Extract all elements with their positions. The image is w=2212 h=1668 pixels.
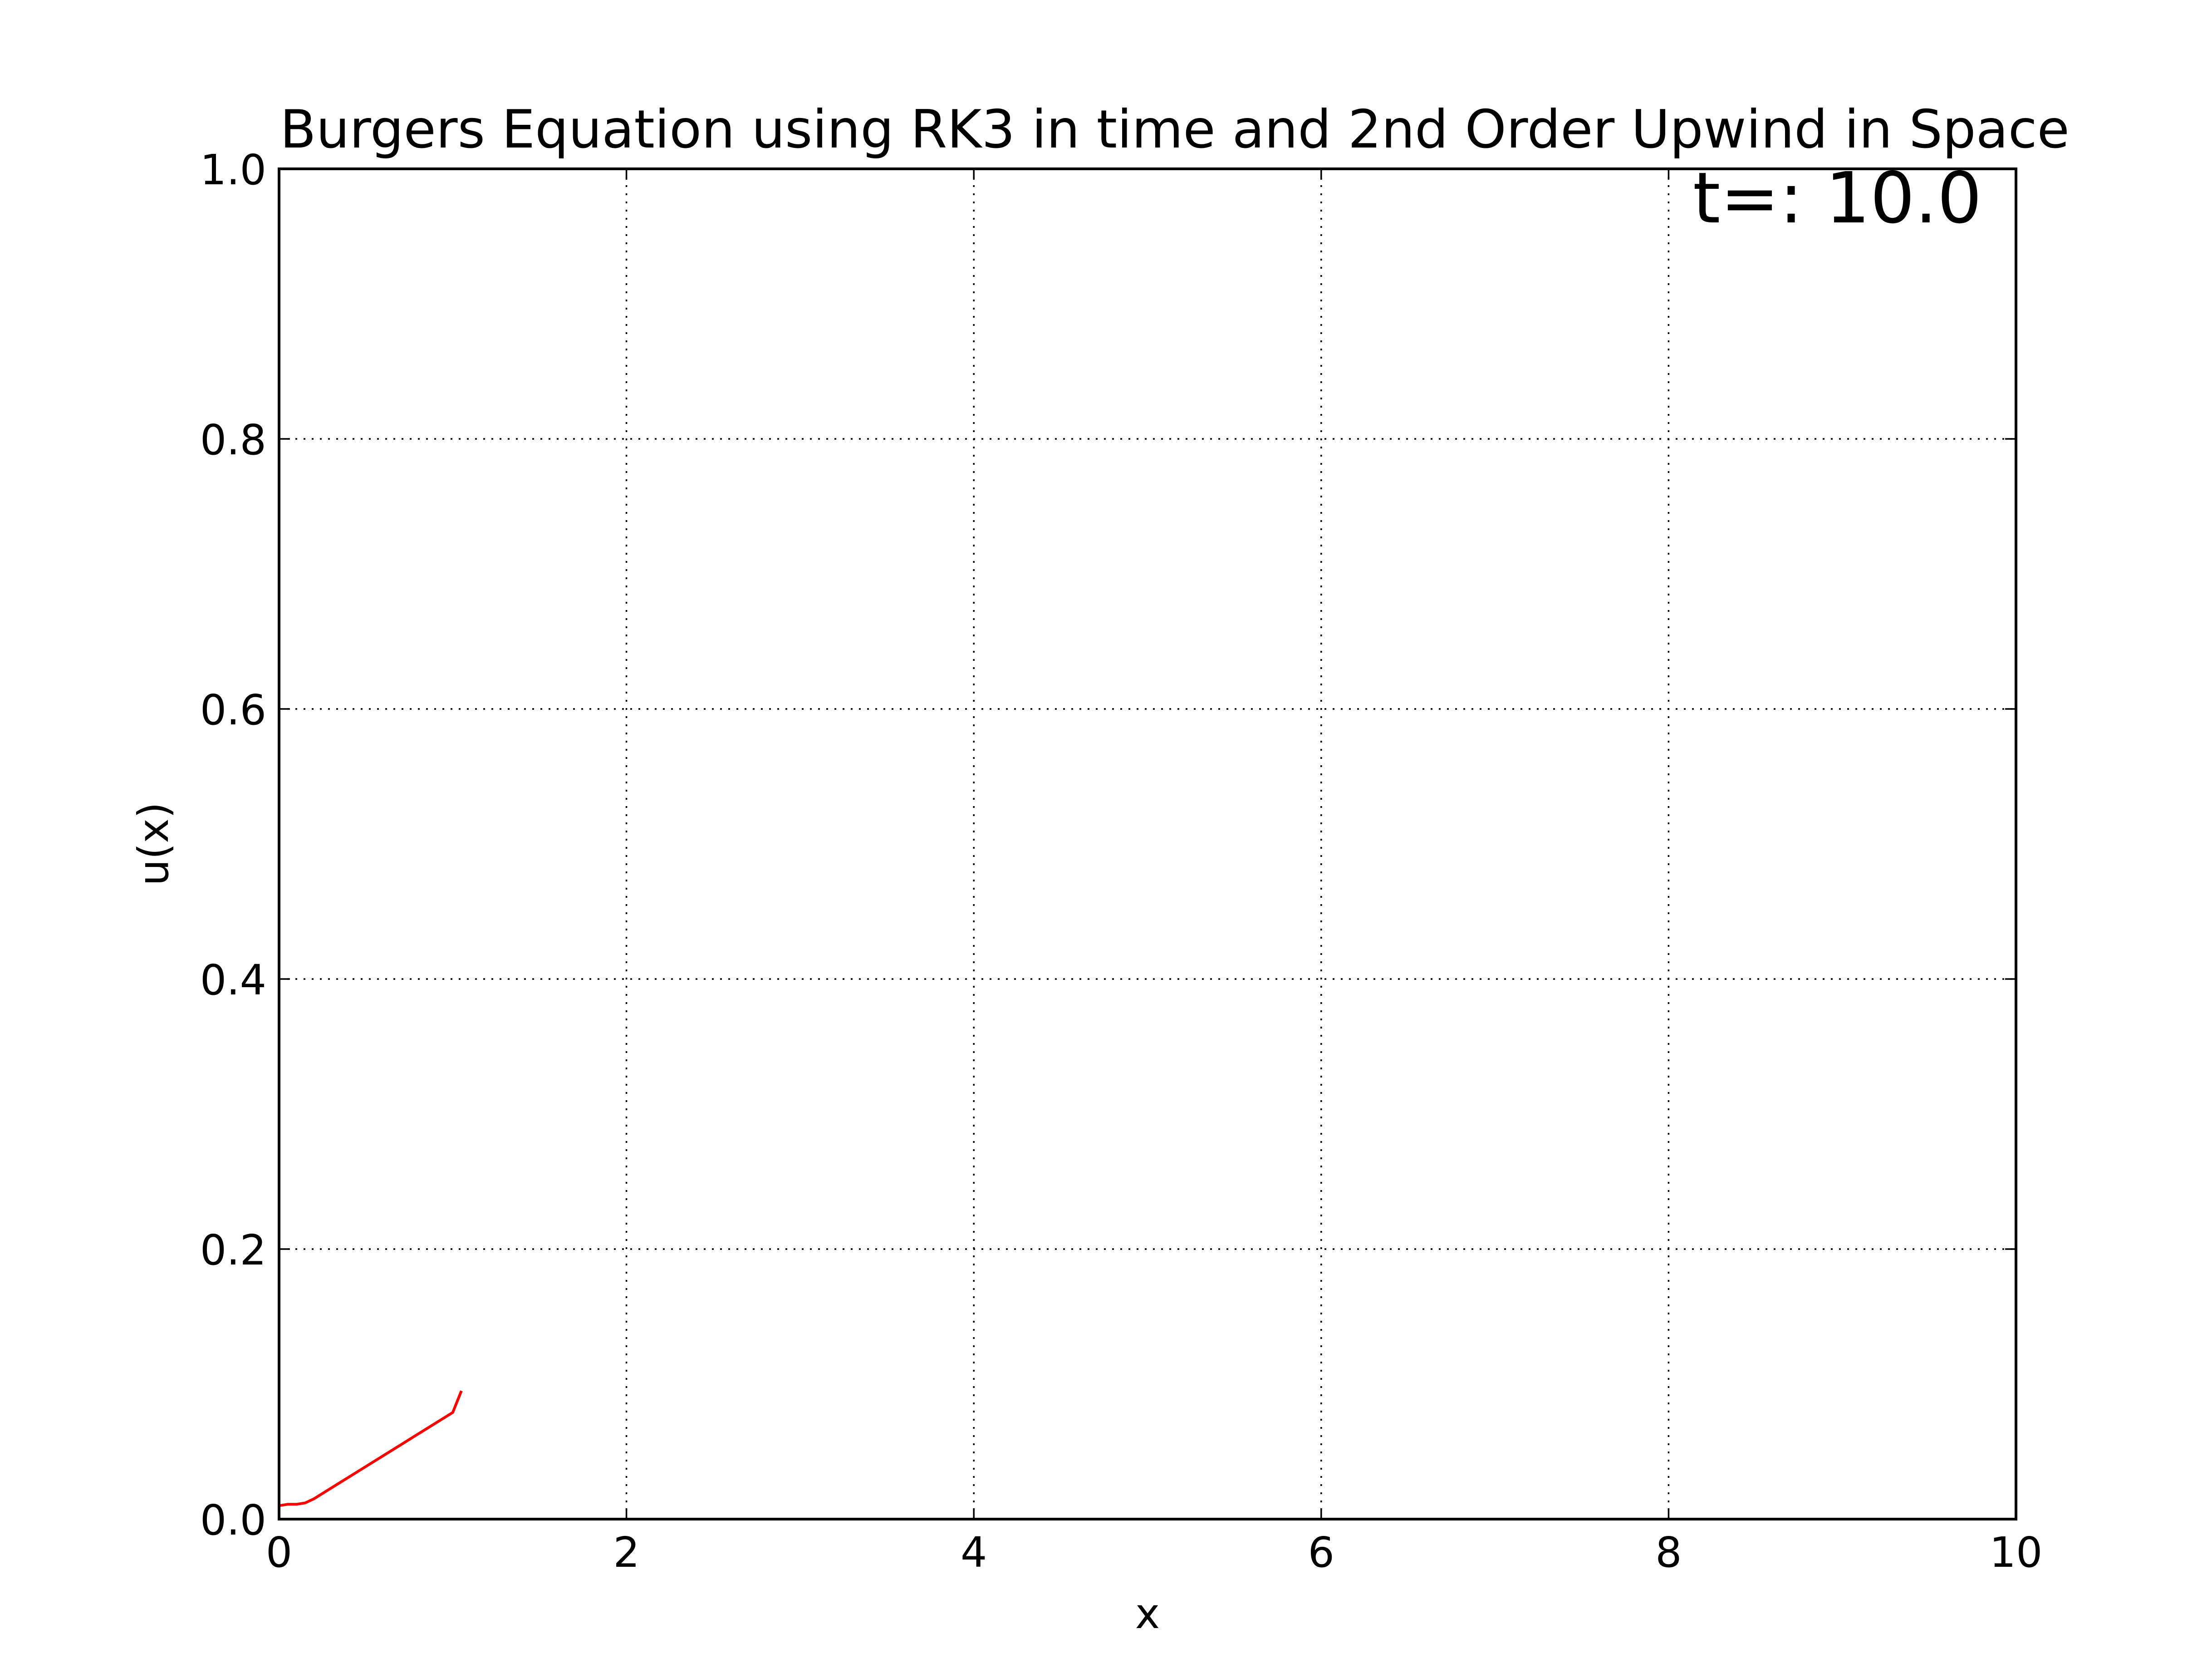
x-axis-label: x — [1135, 1589, 1160, 1638]
grid — [279, 169, 2016, 1519]
ticks: 0 2 4 6 8 10 0.0 0.2 0.4 0.6 0.8 1.0 — [200, 146, 2043, 1577]
y-tick-label-3: 0.6 — [200, 686, 266, 734]
x-tick-label-2: 4 — [961, 1528, 987, 1577]
x-tick-label-4: 8 — [1655, 1528, 1682, 1577]
chart-title: Burgers Equation using RK3 in time and 2… — [280, 99, 2070, 160]
x-tick-label-1: 2 — [613, 1528, 640, 1577]
y-tick-label-1: 0.2 — [200, 1226, 266, 1274]
y-tick-label-2: 0.4 — [200, 956, 266, 1004]
plot-frame — [278, 167, 2017, 1520]
time-annotation: t=: 10.0 — [1693, 157, 1982, 239]
y-tick-label-4: 0.8 — [200, 416, 266, 464]
x-tick-label-3: 6 — [1308, 1528, 1335, 1577]
y-axis-label: u(x) — [129, 802, 178, 886]
x-tick-label-5: 10 — [1989, 1528, 2042, 1577]
y-tick-label-0: 0.0 — [200, 1496, 266, 1545]
y-tick-label-5: 1.0 — [200, 146, 266, 194]
x-tick-label-0: 0 — [266, 1528, 293, 1577]
series-layer — [279, 1390, 463, 1507]
series-line-0 — [279, 1390, 463, 1507]
